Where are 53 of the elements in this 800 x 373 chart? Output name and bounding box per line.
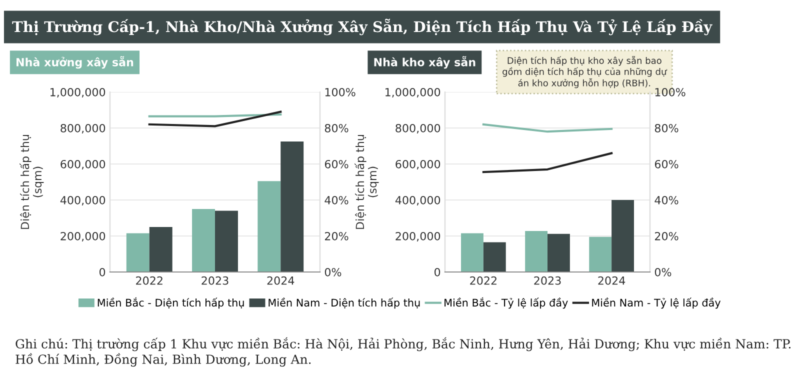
bar [548, 234, 570, 272]
y2-tick-label: 0% [324, 268, 342, 276]
chart-subtitle: Nhà xưởng xây sẵn [16, 56, 134, 69]
x-tick-label: 2022 [470, 276, 496, 285]
y2-tick-label: 60% [324, 160, 348, 168]
y2-tick-label: 100% [325, 88, 356, 96]
bar [192, 209, 215, 272]
x-tick-label: 2024 [267, 276, 294, 285]
bar [461, 233, 484, 272]
y2-tick-label: 40% [324, 196, 348, 204]
x-tick-label: 2023 [534, 276, 561, 285]
y-tick-label: 0 [434, 268, 440, 276]
x-tick-label: 2023 [202, 276, 228, 285]
bar [149, 227, 172, 272]
text: Diện tích hấp thụ kho xây sẵn bao gồm diện tích hấp thụ của những dự án kho xưởng hỗn hợp (RBH). [502, 56, 668, 88]
legend-label: Miền Nam - Diện tích hấp thụ [268, 298, 420, 309]
legend-label: Miền Bắc - Tỷ lệ lấp đầy [444, 297, 568, 309]
legend-label: Miền Bắc - Diện tích hấp thụ [98, 297, 244, 309]
bar [126, 233, 150, 272]
y2-tick-label: 20% [654, 232, 678, 240]
y2-tick-label: 40% [654, 196, 678, 204]
bar [612, 200, 634, 272]
y-tick-label: 600,000 [396, 160, 440, 170]
y-tick-label: 400,000 [60, 196, 106, 206]
y-tick-label: 600,000 [60, 160, 106, 170]
y-axis-title: Diện tích hấp thụ (sqm) [354, 134, 379, 229]
y-tick-label: 400,000 [395, 196, 440, 206]
bar [525, 230, 548, 272]
bar [589, 236, 612, 272]
x-tick-label: 2024 [598, 276, 626, 285]
bar [280, 142, 304, 272]
bar [483, 242, 506, 272]
text: Ghi chú: Thị trường cấp 1 Khu vực miền Bắc: Hà Nội, Hải Phòng, Bắc Ninh, Hưng Yên, Hải Dương; Khu vực miền Nam: TP. Hồ Chí Minh, Đồng Nai, Bình Dương, Long An. [16, 337, 791, 367]
y2-tick-label: 80% [654, 124, 678, 132]
y-axis-title: Diện tích hấp thụ (sqm) [20, 134, 44, 229]
bar [215, 210, 238, 272]
y-tick-label: 1,000,000 [386, 88, 440, 98]
y2-tick-label: 0% [654, 268, 672, 276]
y-tick-label: 200,000 [396, 232, 440, 242]
y2-tick-label: 20% [324, 232, 348, 240]
y2-tick-label: 100% [655, 88, 686, 96]
y-tick-label: 1,000,000 [50, 88, 106, 98]
y-tick-label: 800,000 [60, 124, 106, 134]
text: Thị Trường Cấp-1, Nhà Kho/Nhà Xưởng Xây Sẵn, Diện Tích Hấp Thụ Và Tỷ Lệ Lấp Đầy [12, 18, 712, 36]
chart-subtitle: Nhà kho xây sẵn [374, 56, 476, 69]
y2-tick-label: 60% [654, 160, 678, 168]
y2-tick-label: 80% [324, 124, 348, 132]
legend-label: Miền Nam - Tỷ lệ lấp đầy [592, 298, 721, 309]
y-tick-label: 800,000 [396, 124, 440, 134]
y-tick-label: 200,000 [60, 232, 106, 242]
bar [258, 181, 281, 272]
y-tick-label: 0 [99, 268, 106, 276]
x-tick-label: 2022 [136, 276, 162, 285]
